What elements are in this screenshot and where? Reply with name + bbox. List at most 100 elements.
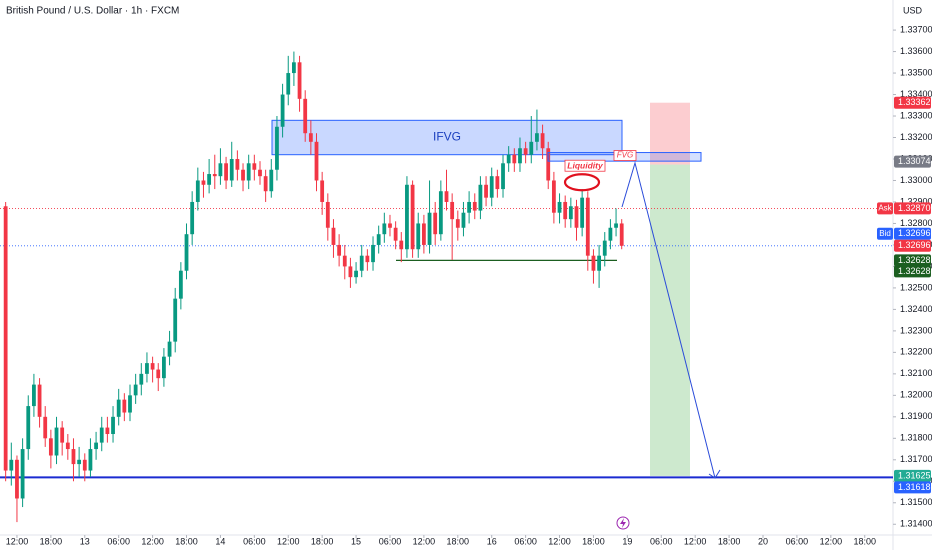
candle-body xyxy=(337,244,342,256)
candle-body xyxy=(77,459,82,465)
price-badge xyxy=(894,254,931,267)
x-tick-label: 18:00 xyxy=(582,536,605,546)
y-tick-label: 1.31900 xyxy=(900,411,932,421)
price-badge xyxy=(894,202,931,215)
price-badge-label: 1.32870 xyxy=(898,203,931,213)
candle-body xyxy=(43,416,48,439)
candle-body xyxy=(551,180,556,213)
y-tick-label: 1.31400 xyxy=(900,519,932,529)
candle-body xyxy=(433,212,438,235)
y-tick-label: 1.32500 xyxy=(900,282,932,292)
candle-body xyxy=(614,223,618,228)
price-badge xyxy=(894,155,931,168)
price-badge-label: 1.31618 xyxy=(898,482,931,492)
liquidity-ellipse xyxy=(563,173,601,192)
candle-body xyxy=(506,154,511,164)
y-tick-label: 1.32200 xyxy=(900,347,932,357)
candle-body xyxy=(619,223,624,246)
plot-area: IFVG FVG Liquidity xyxy=(0,51,893,523)
candle-body xyxy=(269,169,274,192)
x-tick-label: 18:00 xyxy=(311,536,334,546)
candle-body xyxy=(540,133,545,149)
candle-body xyxy=(111,416,115,435)
candle-body xyxy=(229,158,234,181)
candle-body xyxy=(365,255,370,263)
candle-body xyxy=(416,223,421,250)
currency-label: USD xyxy=(903,5,923,15)
price-badge xyxy=(894,239,931,252)
x-tick-label: 18:00 xyxy=(40,536,63,546)
price-tag xyxy=(877,227,893,240)
axes: 1.314001.315001.316001.317001.318001.319… xyxy=(6,24,932,546)
candle-body xyxy=(20,449,25,499)
y-tick-label: 1.32100 xyxy=(900,368,932,378)
candle-body xyxy=(150,363,155,370)
y-tick-label: 1.33400 xyxy=(900,89,932,99)
candle-body xyxy=(94,442,98,450)
price-badge-label: 1.32696 xyxy=(898,240,931,250)
candle-body xyxy=(371,244,375,263)
candle-body xyxy=(286,73,291,95)
candle-body xyxy=(99,427,104,443)
fvg-tag xyxy=(613,150,637,161)
candle-body xyxy=(489,176,494,198)
candle-body xyxy=(461,212,466,228)
candle-body xyxy=(523,148,528,155)
x-tick-label: 12:00 xyxy=(684,536,707,546)
y-tick-label: 1.33300 xyxy=(900,110,932,120)
candle-body xyxy=(201,180,206,185)
candle-body xyxy=(241,169,245,181)
candle-body xyxy=(128,395,132,413)
candle-body xyxy=(597,255,602,271)
price-badge-label: 1.33362 xyxy=(898,97,931,107)
x-tick-label: 19 xyxy=(622,536,632,546)
x-tick-label: 16 xyxy=(487,536,497,546)
candle-body xyxy=(568,206,573,220)
x-tick-label: 06:00 xyxy=(786,536,809,546)
x-tick-label: 12:00 xyxy=(6,536,29,546)
candle-body xyxy=(133,384,138,396)
candle-body xyxy=(207,174,212,185)
x-tick-label: 12:00 xyxy=(548,536,571,546)
price-tag-label: Bid xyxy=(879,229,891,238)
candle-body xyxy=(303,98,308,134)
y-tick-label: 1.33600 xyxy=(900,46,932,56)
candle-body xyxy=(122,399,127,413)
candle-body xyxy=(314,141,319,181)
x-tick-label: 18:00 xyxy=(175,536,198,546)
ifvg-box xyxy=(271,119,623,156)
x-tick-label: 15 xyxy=(351,536,361,546)
x-tick-label: 18:00 xyxy=(718,536,741,546)
candle-body xyxy=(325,201,330,228)
y-tick-label: 1.32800 xyxy=(900,218,932,228)
price-badge xyxy=(894,96,931,109)
y-tick-label: 1.32000 xyxy=(900,390,932,400)
replay-icon[interactable] xyxy=(616,516,630,530)
candle-body xyxy=(410,184,415,250)
candle-body xyxy=(26,406,31,450)
candle-body xyxy=(495,176,500,190)
x-tick-label: 06:00 xyxy=(243,536,266,546)
candle-body xyxy=(376,234,381,245)
candle-body xyxy=(195,180,200,202)
candle-body xyxy=(15,459,19,499)
candle-body xyxy=(65,442,70,450)
candle-body xyxy=(563,201,568,220)
x-tick-label: 20 xyxy=(758,536,768,546)
y-tick-label: 1.33200 xyxy=(900,132,932,142)
x-tick-label: 18:00 xyxy=(853,536,876,546)
candle-body xyxy=(162,356,166,379)
candle-body xyxy=(184,234,189,271)
candle-body xyxy=(48,438,53,456)
candle-body xyxy=(156,369,161,379)
price-tag-label: Ask xyxy=(878,204,892,213)
projection-path xyxy=(621,161,716,479)
candle-body xyxy=(608,227,613,241)
candle-body xyxy=(235,158,240,170)
candle-body xyxy=(580,197,585,228)
candle-body xyxy=(246,163,251,181)
candle-body xyxy=(116,399,121,417)
candle-body xyxy=(263,176,268,192)
